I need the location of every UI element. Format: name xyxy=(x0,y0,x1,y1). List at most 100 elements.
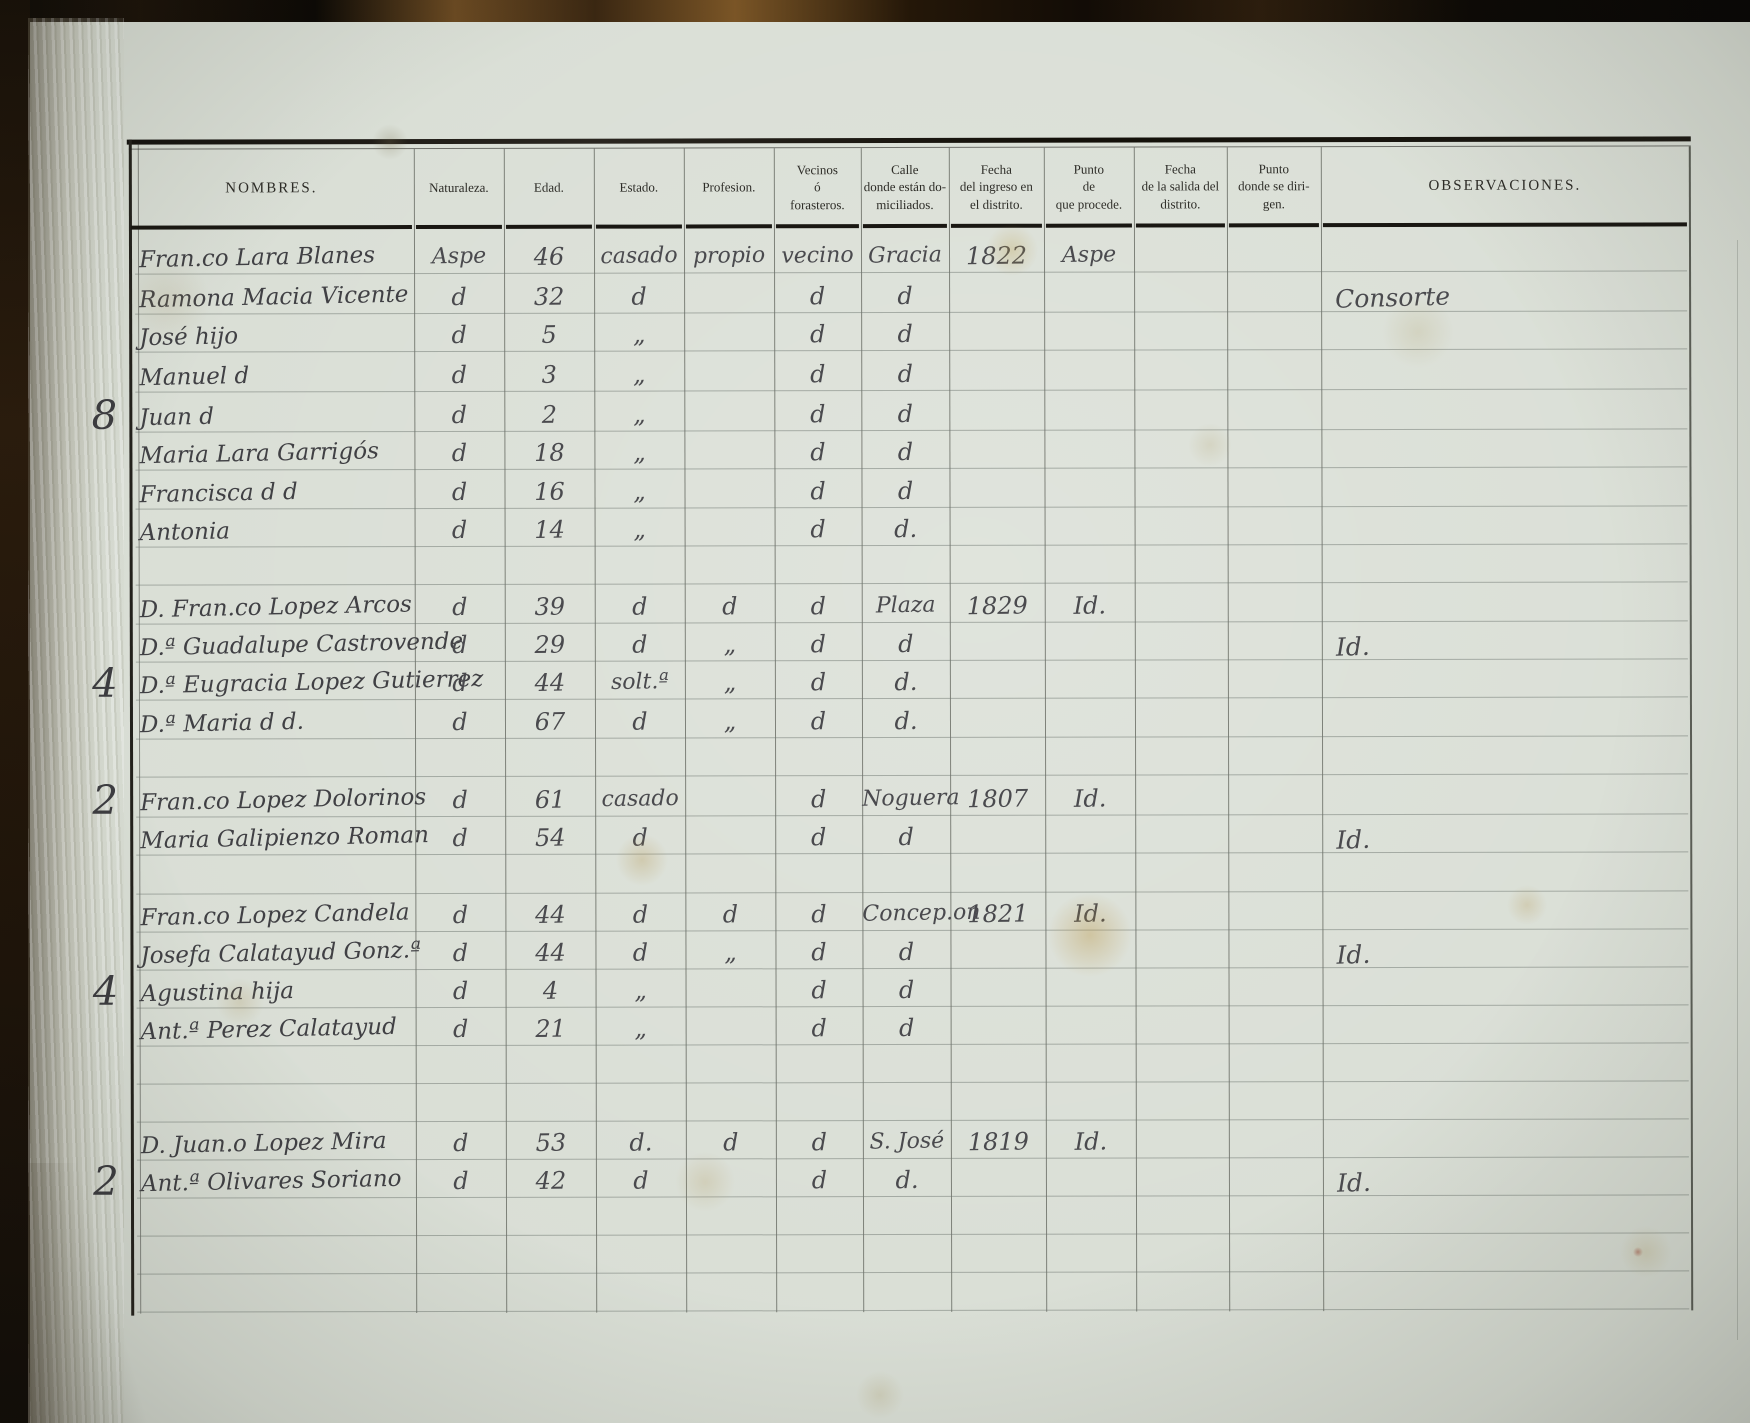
cell-estado: solt.ª xyxy=(610,669,670,696)
cell-nombres: D.ª Eugracia Lopez Gutierrez xyxy=(139,665,484,700)
cell-vecinos: d xyxy=(811,1014,828,1043)
cell-fecha_ingreso: 1829 xyxy=(966,591,1028,621)
cell-vecinos: d xyxy=(810,785,827,814)
cell-estado: „ xyxy=(632,438,646,467)
cell-vecinos: d xyxy=(809,282,826,311)
cell-estado: d xyxy=(633,1166,649,1195)
cell-nombres: D. Fran.co Lopez Arcos xyxy=(139,591,413,624)
family-size-number: 2 xyxy=(93,1158,119,1205)
column-header-fecha_ingreso: Fecha del ingreso en el distrito. xyxy=(959,161,1033,212)
cell-naturaleza: d xyxy=(452,1014,469,1044)
register-page xyxy=(28,18,1750,1423)
cell-edad: 53 xyxy=(535,1128,567,1157)
cell-punto_procede: Id. xyxy=(1073,784,1107,813)
cell-edad: 4 xyxy=(542,976,559,1005)
header-underline-segment xyxy=(595,224,682,229)
column-header-punto_procede: Punto de que procede. xyxy=(1055,161,1123,212)
cell-calle: d xyxy=(898,822,915,852)
cell-vecinos: d xyxy=(811,976,827,1005)
cell-vecinos: d xyxy=(809,400,826,429)
cell-edad: 18 xyxy=(533,438,565,468)
cell-calle: d xyxy=(897,437,914,467)
cell-profesion: „ xyxy=(723,668,737,697)
cell-profesion: d xyxy=(721,592,738,621)
cell-profesion: propio xyxy=(692,242,766,269)
cell-fecha_ingreso: 1807 xyxy=(966,784,1029,814)
cell-estado: d xyxy=(631,592,648,621)
cell-vecinos: d xyxy=(810,668,827,697)
cell-nombres: José hijo xyxy=(138,323,239,352)
row-rule xyxy=(137,1308,1690,1313)
cell-edad: 2 xyxy=(541,400,558,429)
cell-calle: d xyxy=(898,937,915,967)
page-corner-curl xyxy=(28,1163,158,1423)
cell-estado: d xyxy=(631,630,648,659)
column-header-calle: Calle donde están do- miciliados. xyxy=(863,161,947,212)
column-header-vecinos: Vecinos ó forasteros. xyxy=(790,161,845,213)
header-underline-segment xyxy=(775,224,859,229)
cell-nombres: Antonia xyxy=(139,518,231,547)
cell-estado: d xyxy=(632,938,649,967)
row-rule xyxy=(137,1270,1690,1275)
row-rule xyxy=(136,1118,1689,1123)
header-underline-segment xyxy=(862,223,947,229)
cell-profesion: d xyxy=(722,1128,739,1157)
cell-calle: d. xyxy=(894,667,918,697)
cell-punto_procede: Id. xyxy=(1073,591,1107,620)
cell-vecinos: d xyxy=(810,630,827,659)
cell-edad: 21 xyxy=(535,1014,567,1043)
cell-nombres: Juan d xyxy=(139,403,215,432)
cell-calle: d xyxy=(897,629,914,659)
column-header-fecha_salida: Fecha de la salida del distrito. xyxy=(1141,161,1220,212)
cell-edad: 46 xyxy=(533,242,565,272)
column-rule xyxy=(1320,147,1325,1312)
cell-nombres: Ant.ª Perez Calatayud xyxy=(140,1013,398,1046)
cell-edad: 54 xyxy=(534,823,566,852)
cell-nombres: Ramona Macia Vicente xyxy=(138,281,409,314)
cell-vecinos: d xyxy=(811,1166,828,1195)
row-rule xyxy=(135,581,1688,586)
cell-calle: d xyxy=(897,399,914,429)
cell-calle: d xyxy=(897,359,914,389)
cell-naturaleza: d xyxy=(451,282,468,312)
cell-calle: Plaza xyxy=(875,592,936,619)
cell-profesion: d xyxy=(722,900,739,929)
cell-vecinos: d xyxy=(810,592,827,621)
cell-nombres: Francisca d d xyxy=(139,478,298,509)
column-header-observaciones: OBSERVACIONES. xyxy=(1428,177,1582,194)
cell-edad: 44 xyxy=(534,938,566,967)
cell-estado: d xyxy=(632,900,649,929)
cell-naturaleza: d xyxy=(452,785,469,815)
cell-nombres: Josefa Calatayud Gonz.ª xyxy=(140,937,422,970)
cell-edad: 3 xyxy=(541,360,558,389)
cell-naturaleza: d xyxy=(451,360,468,390)
cell-naturaleza: d xyxy=(451,668,468,698)
cell-calle: d xyxy=(898,1013,915,1043)
cell-estado: casado xyxy=(601,785,679,813)
cell-calle: d. xyxy=(895,1165,919,1195)
cell-naturaleza: d xyxy=(451,515,468,545)
column-header-nombres: NOMBRES. xyxy=(225,180,318,197)
column-header-profesion: Profesion. xyxy=(702,179,756,195)
header-underline-segment xyxy=(1135,223,1225,228)
header-underline-segment xyxy=(130,225,412,230)
cell-naturaleza: d xyxy=(452,823,469,853)
cell-nombres: Ant.ª Olivares Soriano xyxy=(140,1165,402,1198)
cell-profesion: „ xyxy=(724,938,737,967)
cell-estado: d. xyxy=(629,1128,653,1157)
cell-edad: 44 xyxy=(534,900,566,929)
cell-naturaleza: Aspe xyxy=(431,243,487,270)
family-size-number: 8 xyxy=(91,392,118,439)
family-size-number: 4 xyxy=(92,968,119,1015)
cell-vecinos: d xyxy=(811,938,827,967)
cell-nombres: Manuel d xyxy=(139,362,250,392)
cell-estado: „ xyxy=(632,360,646,389)
cell-edad: 16 xyxy=(534,477,565,507)
book-binding-left xyxy=(0,0,30,1423)
register-table: NOMBRES. Naturaleza. Edad. Estado. Profesion… xyxy=(92,136,1694,1317)
row-rule xyxy=(136,773,1689,778)
cell-naturaleza: d xyxy=(452,900,469,930)
cell-calle: d. xyxy=(893,514,918,544)
cell-edad: 61 xyxy=(534,785,566,814)
